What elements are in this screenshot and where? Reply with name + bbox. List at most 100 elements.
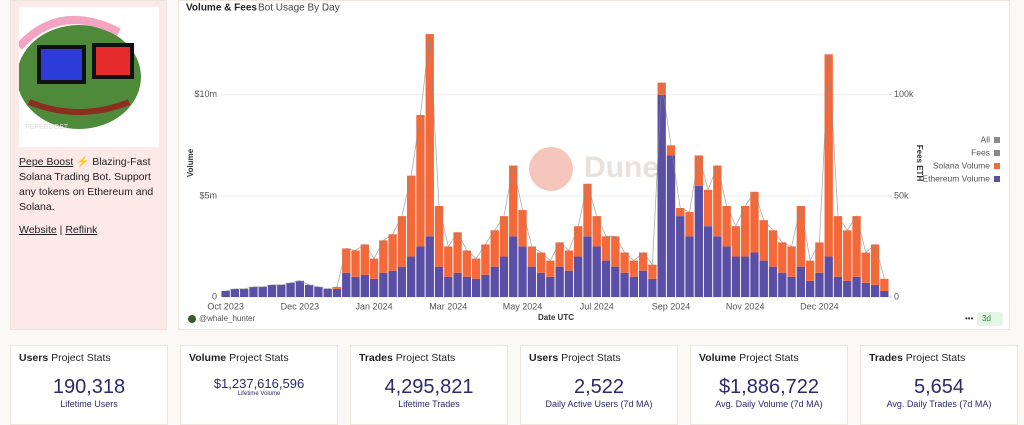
counter-label: Project Stats — [739, 352, 799, 364]
watermark: Dune — [584, 151, 659, 184]
bar — [796, 205, 806, 267]
bar — [490, 266, 499, 297]
watermark-logo — [529, 147, 573, 191]
bar — [676, 208, 685, 217]
bar — [342, 248, 351, 273]
bar — [536, 272, 546, 297]
bar — [648, 264, 657, 279]
bar — [295, 280, 305, 297]
menu[interactable]: ••• — [965, 314, 974, 323]
counter-value: 2,522 — [573, 376, 625, 398]
bar — [527, 246, 536, 267]
bar — [453, 272, 462, 297]
chart: Volume & Fees Bot Usage By Day Dune Volu… — [186, 3, 1003, 326]
bar — [509, 165, 518, 237]
bar — [861, 252, 870, 283]
bar — [676, 216, 685, 297]
counter-value: $1,237,616,596 — [213, 376, 305, 391]
bar — [416, 114, 425, 247]
bar — [638, 252, 648, 271]
counter-caption: Lifetime Volume — [237, 391, 281, 397]
bar — [267, 284, 277, 297]
bar — [369, 278, 379, 297]
x-tick-label: May 2024 — [503, 301, 543, 311]
bar — [379, 272, 388, 297]
link[interactable]: Reflink — [65, 224, 98, 236]
counter-header: Volume Project Stats — [189, 352, 329, 364]
bar — [768, 266, 778, 297]
counter-card: Volume Project Stats $1,886,722 Avg. Daily… — [690, 345, 848, 425]
bar — [351, 276, 360, 297]
bar — [731, 226, 741, 257]
legend-swatch — [994, 137, 1000, 143]
counter-value: 190,318 — [52, 376, 126, 398]
bar — [759, 220, 768, 261]
bar — [453, 232, 462, 273]
bar — [286, 282, 295, 297]
bar — [833, 276, 843, 297]
bar — [833, 216, 843, 277]
bar — [323, 288, 332, 297]
link[interactable]: Website — [19, 224, 57, 236]
bar — [407, 175, 416, 257]
bar — [592, 246, 601, 297]
author: @whale_hunter — [199, 314, 255, 323]
bar — [574, 226, 583, 257]
bar — [360, 244, 369, 275]
profile-name[interactable]: Pepe Boost — [19, 156, 74, 168]
chart-title: Volume & Fees — [186, 3, 257, 14]
x-tick-label: Nov 2024 — [726, 301, 765, 311]
bar — [481, 274, 490, 297]
bar — [314, 286, 323, 297]
bar — [499, 216, 509, 257]
counter-caption: Avg. Daily Trades (7d MA) — [886, 399, 992, 409]
counter-value: 5,654 — [913, 376, 965, 398]
counter-label: Project Stats — [905, 352, 966, 364]
bar — [555, 266, 564, 297]
bar — [388, 270, 397, 297]
bar — [425, 236, 434, 297]
counter-header: Users Project Stats — [19, 352, 159, 364]
bar — [481, 244, 490, 275]
x-tick-label: Dec 2024 — [800, 301, 839, 311]
y2-tick-label: 50k — [894, 190, 909, 200]
bar — [852, 276, 861, 297]
counter-kind: Volume — [189, 352, 227, 364]
chart-subtitle: Bot Usage By Day — [258, 3, 340, 14]
bar — [601, 260, 611, 297]
bar — [880, 278, 889, 291]
bar — [601, 236, 611, 261]
bar — [332, 288, 342, 297]
bar — [759, 260, 768, 297]
bar — [434, 205, 444, 267]
bar — [546, 276, 555, 297]
bar — [546, 260, 555, 277]
bar — [805, 260, 815, 281]
counter-header: Trades Project Stats — [359, 352, 499, 364]
bar — [536, 252, 546, 273]
refresh-badge[interactable] — [977, 312, 1003, 326]
counter-header: Trades Project Stats — [869, 352, 1009, 364]
bar — [685, 212, 694, 237]
bar — [434, 266, 444, 297]
profile-links: Website | Reflink — [19, 224, 98, 236]
bar — [805, 280, 815, 297]
bar — [397, 266, 407, 297]
bar — [592, 216, 601, 247]
bar — [852, 216, 861, 277]
y2-tick-label: 0 — [894, 291, 899, 301]
bar — [787, 276, 796, 297]
bar — [471, 278, 481, 297]
profile-text: Pepe Boost ⚡ Blazing-Fast Solana Trading… — [19, 155, 158, 215]
bar — [815, 272, 824, 297]
bar — [416, 246, 425, 297]
bar — [666, 155, 676, 297]
bar — [694, 185, 703, 297]
avatar-caption: PEPEBOOST — [25, 124, 69, 131]
x-tick-label: Mar 2024 — [429, 301, 467, 311]
bar — [518, 246, 527, 297]
bar — [703, 189, 713, 227]
bar — [444, 276, 453, 297]
bar — [648, 278, 657, 297]
refresh: 3d — [982, 314, 991, 323]
